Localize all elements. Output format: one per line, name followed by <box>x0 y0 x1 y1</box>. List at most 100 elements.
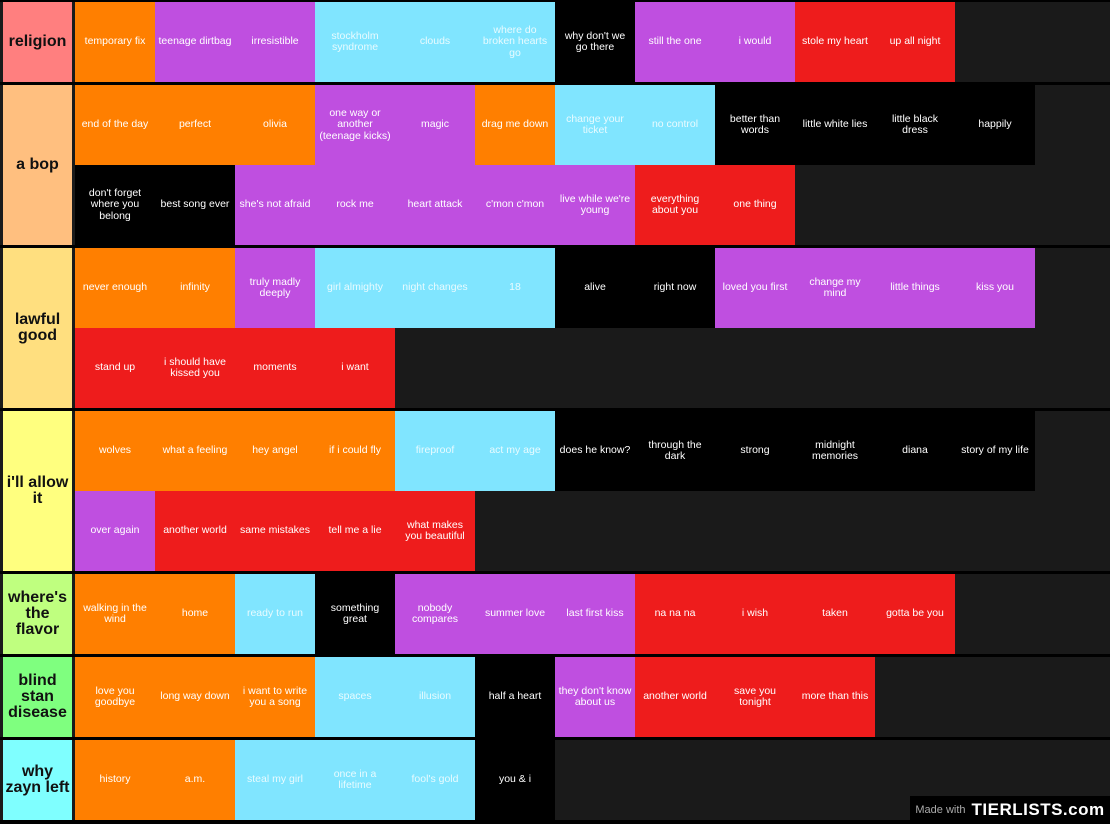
tier-item[interactable]: end of the day <box>75 85 155 165</box>
tier-item[interactable]: through the dark <box>635 411 715 491</box>
tier-label[interactable]: religion <box>3 2 72 82</box>
tier-item[interactable]: more than this <box>795 657 875 737</box>
tier-item[interactable]: act my age <box>475 411 555 491</box>
tier-item[interactable]: half a heart <box>475 657 555 737</box>
tier-item[interactable]: what makes you beautiful <box>395 491 475 571</box>
tier-item[interactable]: diana <box>875 411 955 491</box>
tier-item[interactable]: little white lies <box>795 85 875 165</box>
tier-item[interactable]: save you tonight <box>715 657 795 737</box>
tier-label[interactable]: lawful good <box>3 248 72 408</box>
tier-item[interactable]: one thing <box>715 165 795 245</box>
tier-item[interactable]: stockholm syndrome <box>315 2 395 82</box>
tier-item[interactable]: happily <box>955 85 1035 165</box>
tier-item[interactable]: everything about you <box>635 165 715 245</box>
tier-item[interactable]: don't forget where you belong <box>75 165 155 245</box>
tier-item[interactable]: nobody compares <box>395 574 475 654</box>
tier-item[interactable]: taken <box>795 574 875 654</box>
tier-item[interactable]: you & i <box>475 740 555 820</box>
tier-item[interactable]: loved you first <box>715 248 795 328</box>
tier-item[interactable]: rock me <box>315 165 395 245</box>
tier-item[interactable]: last first kiss <box>555 574 635 654</box>
tier-item[interactable]: na na na <box>635 574 715 654</box>
tier-item[interactable]: same mistakes <box>235 491 315 571</box>
tier-item[interactable]: something great <box>315 574 395 654</box>
tier-item[interactable]: why don't we go there <box>555 2 635 82</box>
tier-item[interactable]: stand up <box>75 328 155 408</box>
tier-item[interactable]: clouds <box>395 2 475 82</box>
tier-item[interactable]: change my mind <box>795 248 875 328</box>
tier-item[interactable]: where do broken hearts go <box>475 2 555 82</box>
tier-item[interactable]: illusion <box>395 657 475 737</box>
tier-label[interactable]: blind stan disease <box>3 657 72 737</box>
tier-item[interactable]: little things <box>875 248 955 328</box>
tier-item[interactable]: better than words <box>715 85 795 165</box>
tier-item[interactable]: midnight memories <box>795 411 875 491</box>
tier-item[interactable]: still the one <box>635 2 715 82</box>
tier-item[interactable]: strong <box>715 411 795 491</box>
tier-item[interactable]: i wish <box>715 574 795 654</box>
tier-item[interactable]: love you goodbye <box>75 657 155 737</box>
tier-item[interactable]: i want to write you a song <box>235 657 315 737</box>
tierlists-watermark[interactable]: Made with TIERLISTS.com <box>910 796 1110 824</box>
tier-item[interactable]: right now <box>635 248 715 328</box>
tier-item[interactable]: long way down <box>155 657 235 737</box>
tier-item[interactable]: i would <box>715 2 795 82</box>
tier-item[interactable]: tell me a lie <box>315 491 395 571</box>
tier-item[interactable]: history <box>75 740 155 820</box>
tier-item[interactable]: spaces <box>315 657 395 737</box>
tier-item[interactable]: if i could fly <box>315 411 395 491</box>
tier-item[interactable]: another world <box>635 657 715 737</box>
tier-item[interactable]: alive <box>555 248 635 328</box>
tier-item[interactable]: temporary fix <box>75 2 155 82</box>
tier-item[interactable]: one way or another (teenage kicks) <box>315 85 395 165</box>
tier-item[interactable]: truly madly deeply <box>235 248 315 328</box>
tier-item[interactable]: magic <box>395 85 475 165</box>
tier-item[interactable]: i want <box>315 328 395 408</box>
tier-item[interactable]: 18 <box>475 248 555 328</box>
tier-item[interactable]: story of my life <box>955 411 1035 491</box>
tier-label[interactable]: why zayn left <box>3 740 72 820</box>
tier-item[interactable]: c'mon c'mon <box>475 165 555 245</box>
tier-item[interactable]: what a feeling <box>155 411 235 491</box>
tier-item[interactable]: never enough <box>75 248 155 328</box>
tier-item[interactable]: walking in the wind <box>75 574 155 654</box>
tier-item[interactable]: change your ticket <box>555 85 635 165</box>
tier-item[interactable]: drag me down <box>475 85 555 165</box>
tier-item[interactable]: no control <box>635 85 715 165</box>
tier-item[interactable]: fireproof <box>395 411 475 491</box>
tier-item[interactable]: hey angel <box>235 411 315 491</box>
tier-item[interactable]: fool's gold <box>395 740 475 820</box>
tier-item[interactable]: night changes <box>395 248 475 328</box>
tier-item[interactable]: live while we're young <box>555 165 635 245</box>
tier-label[interactable]: a bop <box>3 85 72 245</box>
tier-item[interactable]: does he know? <box>555 411 635 491</box>
tier-item[interactable]: olivia <box>235 85 315 165</box>
tier-item[interactable]: teenage dirtbag <box>155 2 235 82</box>
tier-item[interactable]: heart attack <box>395 165 475 245</box>
tier-item[interactable]: wolves <box>75 411 155 491</box>
tier-item[interactable]: she's not afraid <box>235 165 315 245</box>
tier-item[interactable]: kiss you <box>955 248 1035 328</box>
tier-label[interactable]: i'll allow it <box>3 411 72 571</box>
tier-item[interactable]: once in a lifetime <box>315 740 395 820</box>
tier-item[interactable]: a.m. <box>155 740 235 820</box>
tier-label[interactable]: where's the flavor <box>3 574 72 654</box>
tier-item[interactable]: gotta be you <box>875 574 955 654</box>
tier-item[interactable]: infinity <box>155 248 235 328</box>
tier-item[interactable]: girl almighty <box>315 248 395 328</box>
tier-item[interactable]: another world <box>155 491 235 571</box>
tier-item[interactable]: ready to run <box>235 574 315 654</box>
tier-item[interactable]: over again <box>75 491 155 571</box>
tier-item[interactable]: irresistible <box>235 2 315 82</box>
tier-item[interactable]: i should have kissed you <box>155 328 235 408</box>
tier-item[interactable]: moments <box>235 328 315 408</box>
tier-item[interactable]: up all night <box>875 2 955 82</box>
tier-item[interactable]: best song ever <box>155 165 235 245</box>
tier-item[interactable]: steal my girl <box>235 740 315 820</box>
tier-item[interactable]: stole my heart <box>795 2 875 82</box>
tier-item[interactable]: they don't know about us <box>555 657 635 737</box>
tier-item[interactable]: perfect <box>155 85 235 165</box>
tier-item[interactable]: little black dress <box>875 85 955 165</box>
tier-item[interactable]: summer love <box>475 574 555 654</box>
tier-item[interactable]: home <box>155 574 235 654</box>
